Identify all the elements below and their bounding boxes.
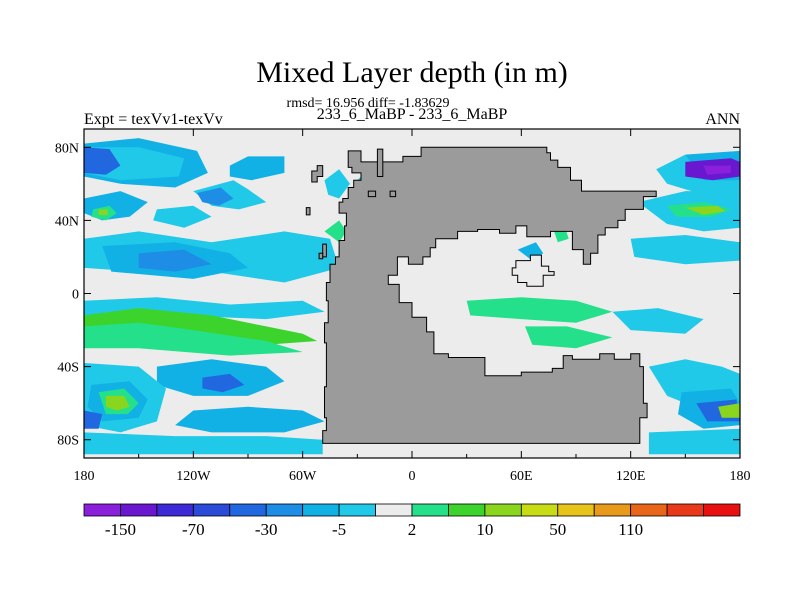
colorbar-swatch-4	[229, 503, 267, 517]
anomaly-region-25	[84, 432, 323, 455]
colorbar-label-6: 50	[549, 520, 566, 539]
stats-line: rmsd= 16.956 diff= -1.83629	[287, 96, 450, 111]
anomaly-layer	[84, 138, 740, 455]
anomaly-region-24	[175, 406, 325, 433]
anomaly-region-4	[229, 156, 285, 181]
colorbar-label-4: 2	[408, 520, 417, 539]
colorbar-swatch-12	[520, 503, 559, 517]
x-tick-label: 180	[74, 469, 95, 484]
colorbar-swatch-14	[593, 503, 632, 517]
colorbar-label-7: 110	[618, 520, 643, 539]
colorbar-swatch-3	[192, 503, 231, 517]
colorbar-swatch-17	[703, 503, 741, 517]
anomaly-region-6	[197, 187, 234, 206]
anomaly-region-10	[153, 205, 212, 228]
x-tick-label: 120E	[616, 469, 646, 484]
anomaly-region-23	[84, 410, 103, 429]
colorbar-swatch-9	[411, 503, 449, 517]
left-label: Expt = texVv1-texVv	[84, 111, 223, 128]
colorbar-swatch-15	[630, 503, 668, 517]
x-tick-label: 60E	[510, 469, 533, 484]
colorbar-label-0: -150	[105, 520, 136, 539]
x-tick-label: 60W	[289, 469, 317, 484]
colorbar-label-2: -30	[255, 520, 278, 539]
y-tick-label: 0	[72, 288, 79, 303]
island-0	[311, 165, 324, 183]
axis-ticks: 180 120W 60W 0 60E 120E 180 80N 40N 0 40S 80S	[55, 129, 751, 484]
colorbar-label-1: -70	[182, 520, 205, 539]
land-layer	[305, 146, 657, 444]
y-tick-label: 80N	[55, 141, 79, 156]
y-tick-label: 80S	[57, 434, 79, 449]
right-label: ANN	[705, 111, 740, 128]
inland-sea-0	[511, 254, 555, 287]
map-panel: 180 120W 60W 0 60E 120E 180 80N 40N 0 40S 80S	[55, 128, 751, 484]
anomaly-region-3	[84, 147, 121, 175]
colorbar-swatch-1	[120, 503, 158, 517]
y-tick-label: 40N	[55, 214, 79, 229]
anomaly-region-22	[105, 395, 130, 411]
island-2	[305, 207, 311, 216]
island-1	[376, 148, 384, 177]
anomaly-region-36	[685, 205, 726, 215]
anomaly-region-16	[84, 322, 303, 356]
anomaly-region-47	[718, 403, 740, 418]
island-4	[389, 190, 397, 198]
colorbar-swatch-6	[302, 503, 340, 517]
colorbar-label-3: -5	[332, 520, 346, 539]
anomaly-region-13	[138, 249, 212, 272]
colorbar-swatch-5	[265, 503, 304, 517]
colorbar-swatch-16	[666, 503, 704, 517]
island-3	[367, 190, 377, 198]
island-6	[318, 252, 324, 260]
anomaly-region-40	[612, 308, 704, 334]
colorbar-label-5: 10	[476, 520, 493, 539]
colorbar-swatch-0	[83, 503, 121, 517]
colorbar-swatch-7	[338, 503, 376, 517]
anomaly-region-33	[703, 165, 731, 175]
chart-title: Mixed Layer depth (in m)	[256, 56, 568, 89]
land-mass	[322, 146, 657, 444]
x-tick-label: 0	[409, 469, 416, 484]
colorbar-swatch-13	[557, 503, 595, 517]
colorbar-swatch-10	[448, 503, 486, 517]
anomaly-region-18	[202, 373, 245, 393]
x-tick-label: 120W	[176, 469, 211, 484]
anomaly-region-9	[98, 209, 108, 215]
colorbar-swatch-11	[484, 503, 522, 517]
colorbar-swatch-2	[156, 503, 194, 517]
colorbar: -150 -70 -30 -5 2 10 50 110	[83, 503, 741, 539]
anomaly-region-28	[324, 169, 350, 199]
x-tick-label: 180	[730, 469, 751, 484]
island-5	[322, 243, 327, 258]
anomaly-region-41	[525, 300, 558, 316]
anomaly-region-29	[324, 220, 347, 243]
y-tick-label: 40S	[57, 361, 79, 376]
anomaly-region-37	[630, 235, 740, 265]
center-label: 233_6_MaBP - 233_6_MaBP	[317, 106, 508, 123]
anomaly-region-39	[525, 326, 613, 349]
colorbar-swatch-8	[375, 503, 413, 517]
anomaly-region-48	[648, 428, 740, 455]
